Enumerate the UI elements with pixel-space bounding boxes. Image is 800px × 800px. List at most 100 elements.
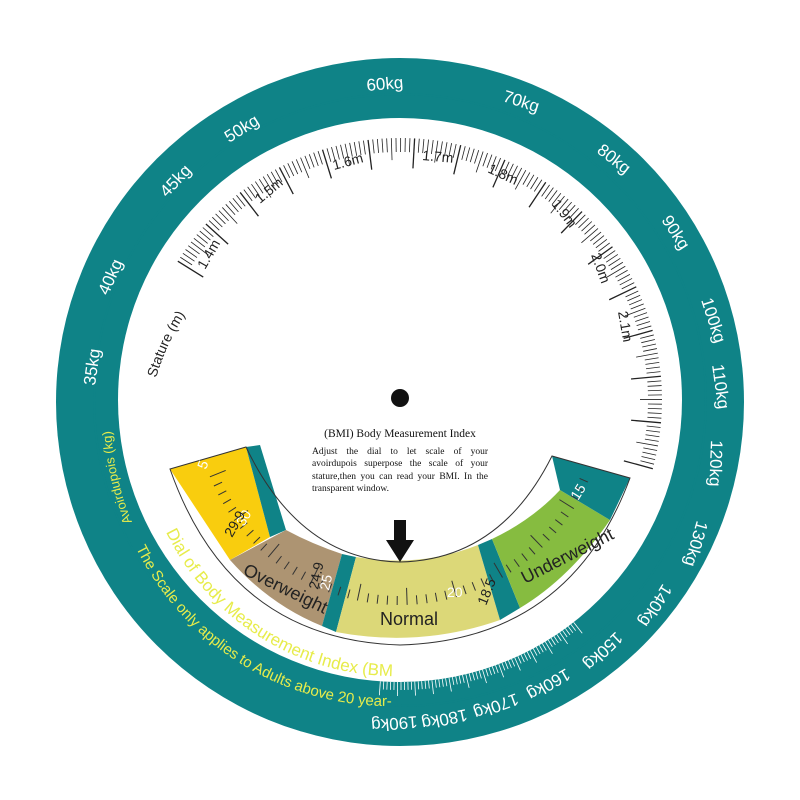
- stature-tick: [641, 339, 656, 344]
- stature-tick: [199, 230, 211, 241]
- stature-tick: [530, 177, 539, 190]
- bmi-tick: [434, 592, 438, 602]
- bmi-ticks: [209, 469, 589, 605]
- bmi-tick: [267, 543, 280, 558]
- info-panel: (BMI) Body Measurement Index Adjust the …: [312, 428, 488, 495]
- weight-tick: [414, 681, 416, 696]
- stature-tick: [541, 184, 550, 197]
- bmi-tick: [528, 547, 536, 555]
- stature-tick: [560, 211, 583, 234]
- stature-tick: [647, 412, 662, 414]
- stature-tick: [533, 179, 543, 192]
- zone-obese: [170, 447, 270, 560]
- bmi-tick: [560, 511, 569, 518]
- stature-tick: [590, 231, 602, 242]
- bmi-tick: [451, 580, 457, 598]
- weight-ticks: [378, 621, 583, 696]
- stature-tick: [344, 143, 351, 166]
- arrow-down-icon: [386, 520, 414, 562]
- bmi-tick: [233, 510, 249, 521]
- weight-tick: [438, 679, 441, 688]
- stature-tick: [287, 163, 295, 177]
- stature-tick: [647, 380, 662, 383]
- stature-tick: [514, 167, 523, 181]
- stature-tick: [603, 250, 616, 259]
- stature-tick: [304, 155, 311, 170]
- zone-overweight: [230, 530, 342, 626]
- stature-tick: [278, 167, 294, 195]
- stature-tick: [434, 140, 439, 163]
- stature-tick: [636, 352, 658, 358]
- bmi-tick: [347, 589, 351, 599]
- stature-tick: [584, 224, 596, 235]
- bmi-tick: [554, 519, 563, 526]
- weight-tick: [553, 636, 559, 644]
- stature-tick: [367, 139, 373, 170]
- stature-tick: [506, 163, 514, 177]
- stature-tick: [558, 198, 569, 211]
- weight-tick: [445, 678, 448, 687]
- weight-tick: [451, 677, 455, 686]
- bmi-tick: [530, 534, 543, 548]
- stature-tick: [615, 269, 628, 278]
- weight-tick: [567, 626, 574, 634]
- weight-tick: [538, 644, 544, 653]
- stature-tick: [431, 140, 434, 155]
- stature-tick: [633, 312, 648, 318]
- stature-tick: [562, 201, 572, 213]
- bmi-tick: [444, 590, 448, 600]
- bmi-tick: [300, 571, 307, 580]
- weight-tick: [535, 646, 541, 655]
- stature-tick: [619, 278, 633, 286]
- weight-tick: [485, 668, 489, 677]
- weight-tick: [550, 637, 556, 646]
- stature-tick: [635, 316, 649, 322]
- weight-tick: [504, 661, 509, 670]
- bmi-tick: [275, 555, 282, 564]
- bmi-tick: [376, 594, 379, 604]
- bmi-tick: [471, 582, 476, 591]
- stature-tick: [581, 228, 599, 244]
- stature-tick: [630, 303, 644, 310]
- stature-tick: [461, 146, 466, 160]
- stature-tick: [205, 223, 229, 245]
- stature-tick: [422, 139, 425, 154]
- stature-tick: [646, 425, 661, 428]
- stature-tick: [185, 249, 198, 258]
- bmi-number: 25: [316, 573, 335, 592]
- bmi-tick: [513, 559, 520, 567]
- stature-tick: [475, 151, 484, 173]
- stature-tick: [637, 325, 652, 331]
- stature-tick: [492, 159, 506, 188]
- bmi-tick: [318, 579, 324, 589]
- weight-tick: [523, 653, 528, 661]
- stature-tick: [258, 178, 272, 198]
- stature-tick: [218, 210, 229, 222]
- stature-tick: [295, 159, 303, 173]
- zone-underweight: [492, 490, 610, 608]
- weight-tick: [495, 665, 499, 673]
- stature-tick: [469, 148, 475, 163]
- stature-tick: [412, 138, 416, 169]
- stature-tick: [643, 447, 658, 451]
- stature-tick: [349, 142, 353, 157]
- bmi-tick: [213, 481, 223, 487]
- weight-tick: [441, 678, 444, 687]
- stature-tick: [544, 187, 554, 200]
- bmi-tick: [548, 526, 557, 534]
- stature-tick: [225, 204, 236, 216]
- stature-tick: [202, 227, 214, 238]
- stature-tick: [321, 149, 333, 179]
- stature-ticks: [177, 137, 663, 470]
- bmi-tick: [489, 574, 495, 583]
- stature-tick: [587, 246, 613, 265]
- stature-tick: [644, 357, 659, 361]
- stature-tick: [645, 361, 660, 365]
- weight-tick: [508, 660, 512, 668]
- info-text: Adjust the dial to let scale of your avo…: [312, 447, 488, 495]
- weight-tick: [417, 681, 420, 690]
- stature-tick: [335, 145, 340, 160]
- stature-tick: [331, 147, 336, 161]
- stature-tick: [628, 299, 643, 306]
